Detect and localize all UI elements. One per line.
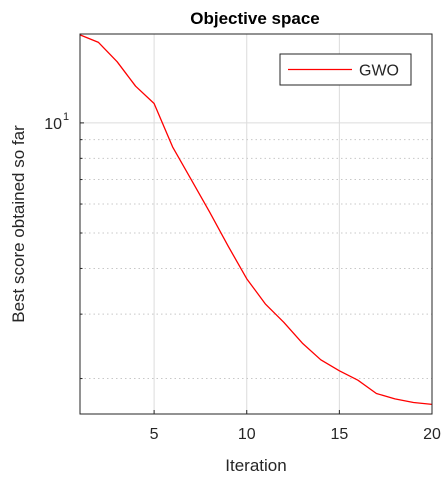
x-axis-label: Iteration [225,456,286,475]
series-lines [79,34,433,406]
x-tick-label: 5 [150,426,159,443]
x-tick-label: 10 [238,426,256,443]
x-tick-label: 15 [330,426,348,443]
series-line-gwo [79,34,433,406]
legend: GWO [279,53,412,86]
plot-area [80,34,432,414]
y-tick-label: 10 [44,116,62,133]
y-tick-label-exponent: 1 [63,111,69,123]
x-tick-label: 20 [423,426,441,443]
legend-label: GWO [359,63,399,80]
grid-lines [80,34,433,414]
chart-title: Objective space [190,9,319,28]
y-axis-label: Best score obtained so far [9,125,28,323]
plot-frame [79,33,433,415]
